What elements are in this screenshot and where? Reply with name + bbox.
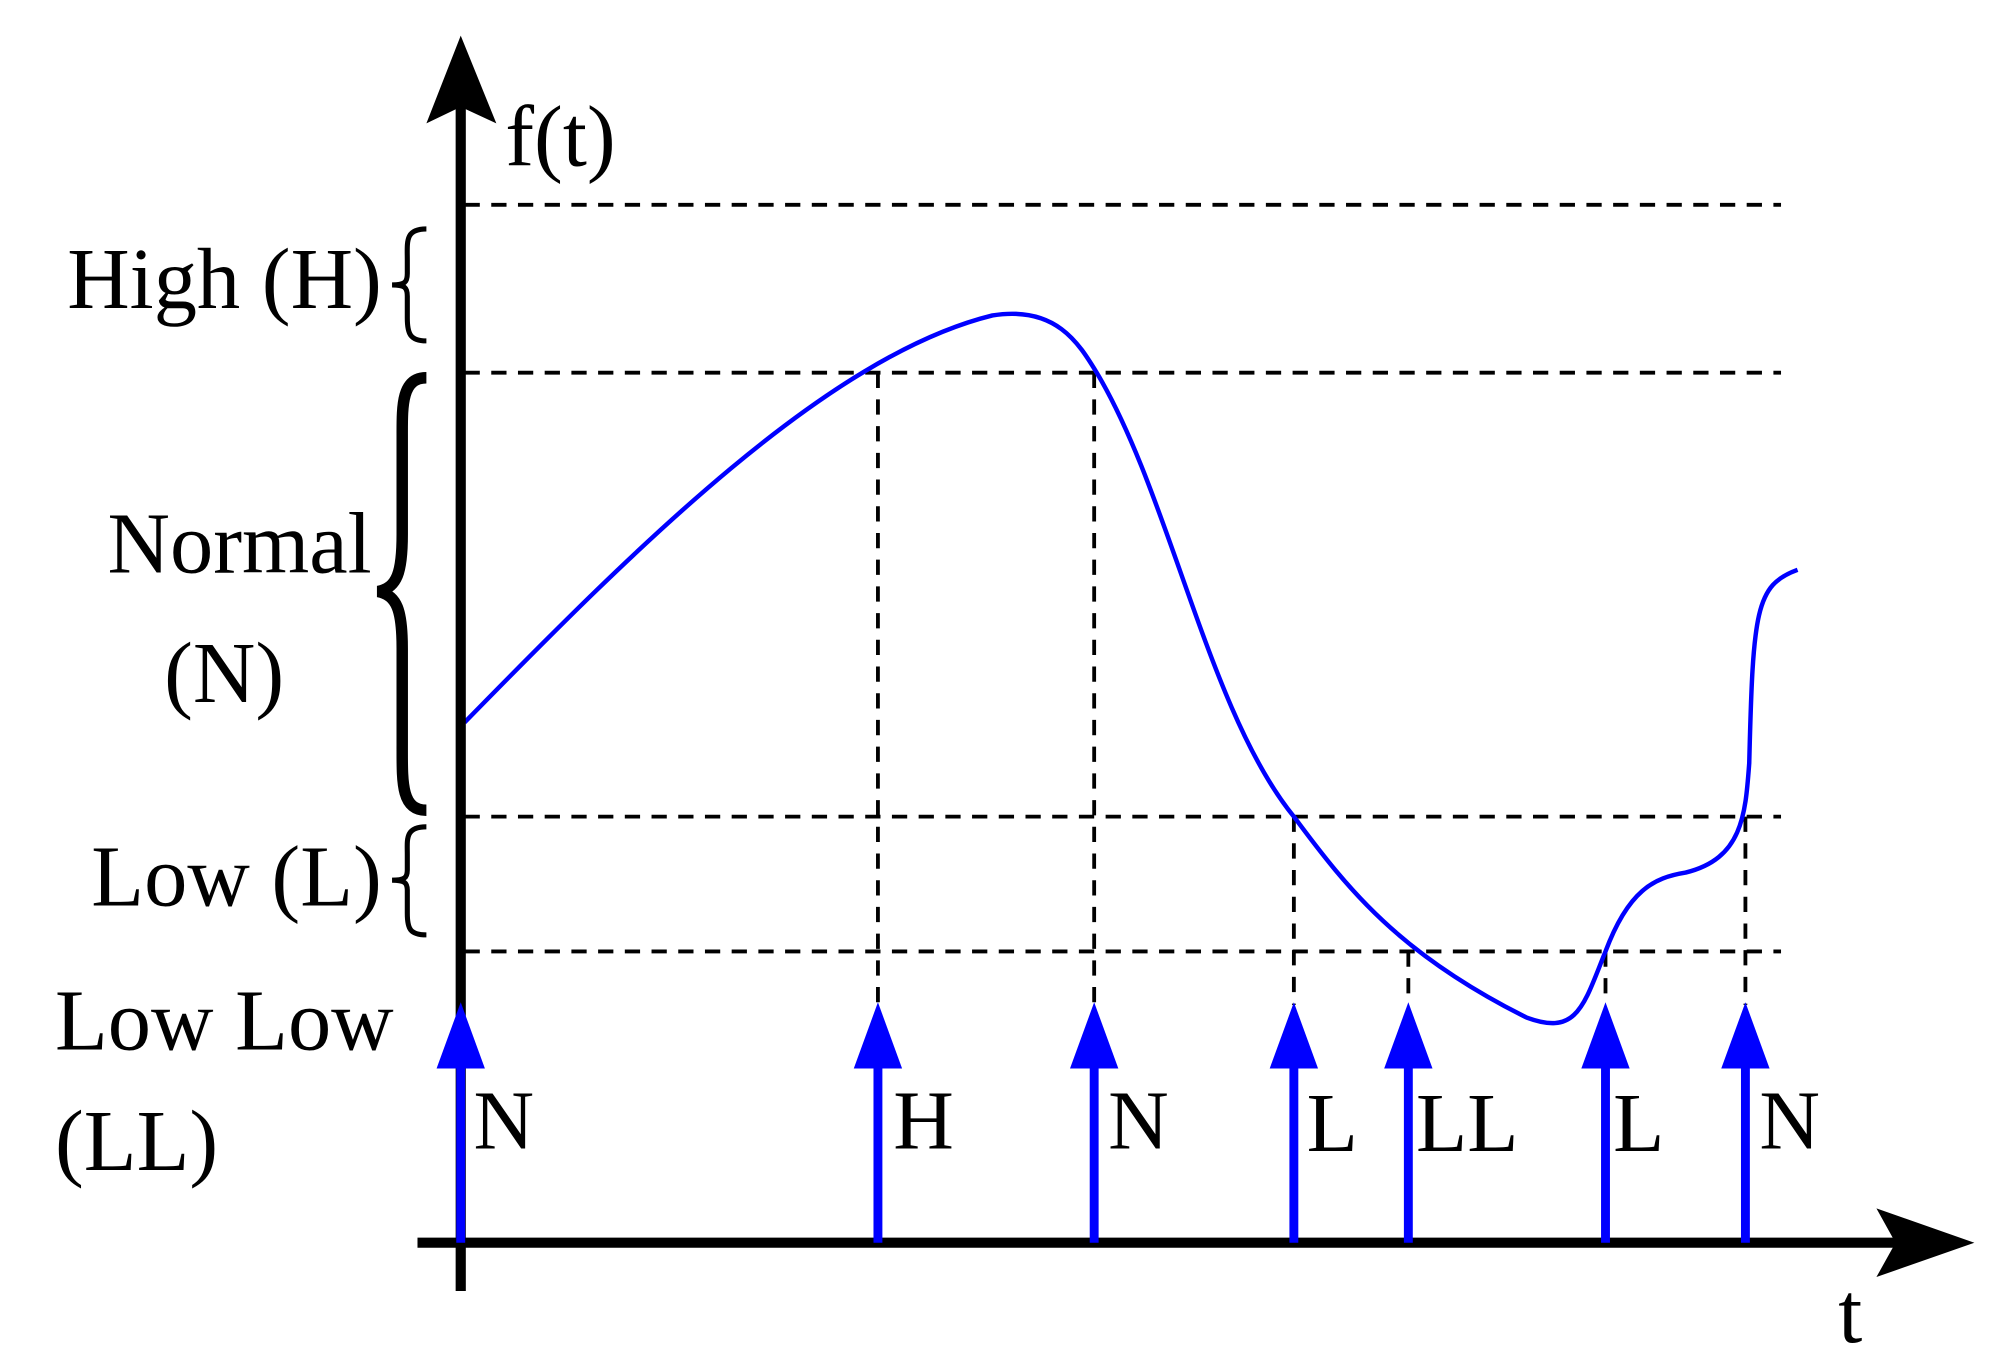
- zone-label: Low (L): [91, 829, 382, 925]
- zone-label: Normal: [108, 495, 372, 591]
- threshold-lines: [464, 202, 1782, 954]
- event-label: L: [1307, 1077, 1358, 1170]
- signal-curve: [462, 311, 1799, 1026]
- event-label: LL: [1416, 1077, 1519, 1170]
- y-axis-label: f(t): [505, 88, 615, 184]
- zone-label: Low Low: [55, 972, 394, 1068]
- x-axis-label: t: [1838, 1265, 1862, 1361]
- axes: [417, 35, 1975, 1292]
- braces: [376, 226, 428, 938]
- event-label: N: [1108, 1075, 1169, 1168]
- zone-label: (LL): [55, 1093, 218, 1189]
- event-drop-lines: [876, 372, 1748, 1005]
- event-label: N: [1759, 1075, 1820, 1168]
- zone-label: (N): [164, 625, 284, 721]
- event-label: N: [473, 1075, 534, 1168]
- event-label: H: [893, 1075, 954, 1168]
- zone-label: High (H): [67, 231, 382, 327]
- event-arrows: [436, 1002, 1770, 1243]
- event-label: L: [1613, 1077, 1664, 1170]
